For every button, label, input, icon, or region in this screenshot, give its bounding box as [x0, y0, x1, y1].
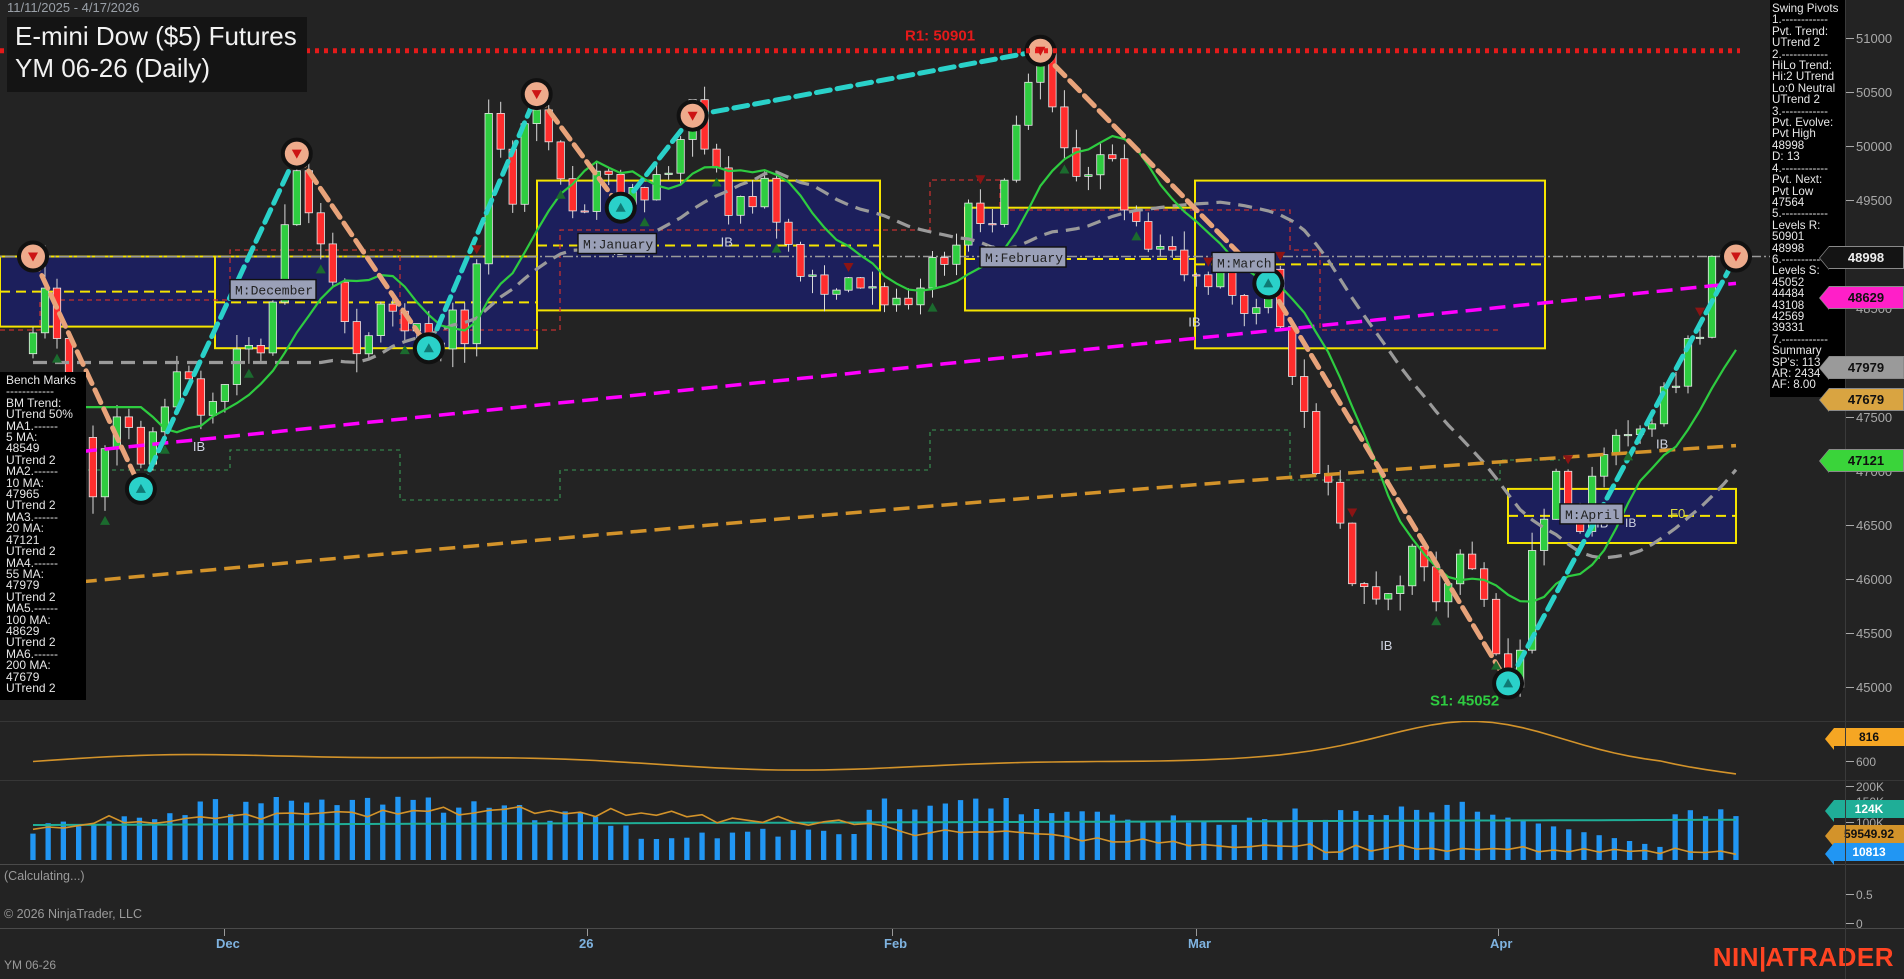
svg-text:M:February: M:February [985, 251, 1063, 266]
svg-text:IB: IB [193, 439, 205, 454]
svg-text:M:April: M:April [1565, 508, 1620, 523]
svg-text:M:January: M:January [583, 238, 653, 253]
svg-text:S1: 45052: S1: 45052 [1430, 692, 1499, 709]
svg-text:IB: IB [1625, 516, 1636, 530]
svg-text:F0: F0 [1670, 506, 1685, 521]
svg-text:IB: IB [1656, 437, 1668, 452]
svg-text:IB: IB [1380, 638, 1392, 653]
svg-text:M:December: M:December [235, 284, 313, 299]
svg-text:IB: IB [1188, 315, 1200, 330]
svg-text:R1: 50901: R1: 50901 [905, 28, 975, 45]
svg-text:IB: IB [721, 235, 733, 250]
svg-text:M:March: M:March [1217, 256, 1272, 271]
